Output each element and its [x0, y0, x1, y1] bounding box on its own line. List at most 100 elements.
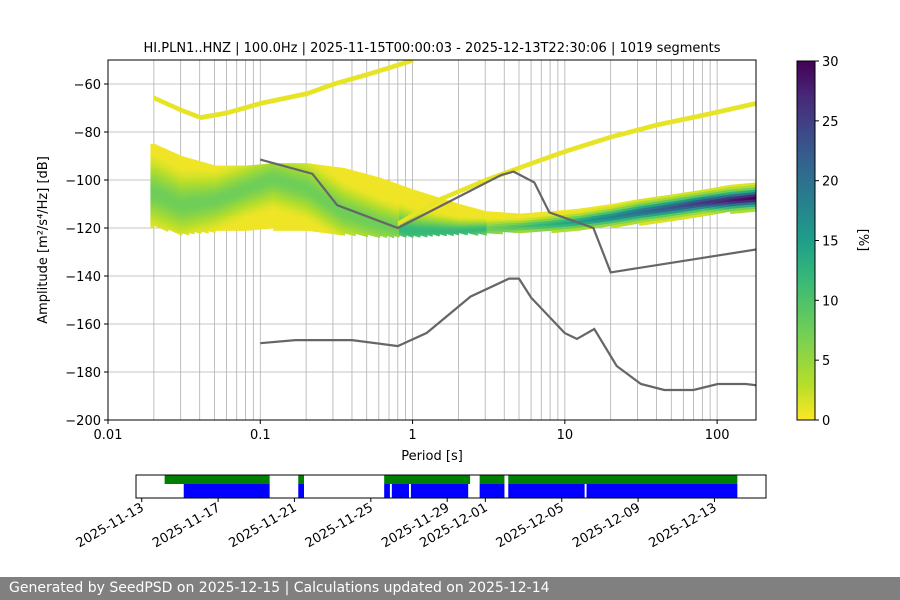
- heatmap-cell: [199, 209, 202, 213]
- heatmap-cell: [174, 177, 178, 181]
- heatmap-cell: [294, 192, 297, 195]
- heatmap-cell: [493, 226, 496, 229]
- heatmap-cell: [199, 194, 202, 198]
- heatmap-cell: [362, 182, 365, 186]
- heatmap-cell: [220, 213, 223, 217]
- heatmap-cell: [259, 169, 262, 172]
- heatmap-cell: [274, 189, 277, 193]
- heatmap-cell: [364, 176, 367, 179]
- heatmap-cell: [159, 211, 162, 214]
- heatmap-cell: [406, 228, 409, 231]
- heatmap-cell: [329, 221, 332, 225]
- heatmap-cell: [460, 226, 463, 229]
- heatmap-cell: [171, 161, 174, 165]
- heatmap-cell: [297, 165, 300, 169]
- heatmap-cell: [190, 202, 193, 205]
- heatmap-cell: [329, 190, 332, 193]
- heatmap-cell: [413, 232, 416, 236]
- heatmap-cell: [336, 219, 339, 223]
- heatmap-cell: [301, 206, 304, 210]
- heatmap-cell: [206, 177, 209, 181]
- heatmap-cell: [453, 231, 456, 235]
- heatmap-cell: [243, 216, 246, 219]
- heatmap-cell: [511, 217, 514, 221]
- heatmap-cell: [374, 222, 377, 225]
- heatmap-cell: [260, 173, 263, 177]
- heatmap-cell: [188, 170, 192, 174]
- heatmap-cell: [336, 169, 339, 173]
- heatmap-cell: [297, 201, 300, 205]
- heatmap-cell: [183, 171, 186, 175]
- heatmap-cell: [481, 222, 484, 225]
- heatmap-cell: [348, 183, 351, 187]
- heatmap-cell: [257, 176, 260, 180]
- heatmap-cell: [348, 188, 351, 192]
- heatmap-cell: [393, 230, 397, 234]
- heatmap-cell: [208, 166, 211, 170]
- heatmap-cell: [462, 217, 465, 220]
- heatmap-cell: [339, 217, 342, 221]
- heatmap-cell: [188, 211, 192, 214]
- heatmap-cell: [187, 165, 190, 168]
- heatmap-cell: [202, 162, 206, 166]
- heatmap-cell: [327, 175, 330, 179]
- heatmap-cell: [420, 218, 423, 222]
- heatmap-cell: [462, 226, 465, 230]
- heatmap-cell: [304, 225, 307, 229]
- heatmap-cell: [393, 192, 397, 196]
- heatmap-cell: [309, 228, 312, 232]
- heatmap-cell: [152, 146, 155, 150]
- heatmap-cell: [187, 225, 190, 228]
- heatmap-cell: [211, 172, 214, 175]
- heatmap-cell: [355, 183, 358, 187]
- heatmap-cell: [365, 231, 368, 235]
- heatmap-cell: [273, 189, 276, 193]
- heatmap-cell: [304, 184, 307, 188]
- heatmap-cell: [376, 205, 379, 209]
- heatmap-cell: [295, 184, 298, 188]
- heatmap-cell: [397, 232, 400, 235]
- heatmap-cell: [252, 167, 255, 171]
- heatmap-cell: [355, 216, 358, 220]
- heatmap-cell: [385, 187, 388, 190]
- heatmap-cell: [351, 187, 354, 190]
- heatmap-cell: [152, 153, 155, 157]
- heatmap-cell: [262, 183, 265, 187]
- heatmap-cell: [323, 165, 326, 169]
- heatmap-cell: [236, 194, 239, 198]
- heatmap-cell: [238, 194, 241, 198]
- heatmap-cell: [379, 182, 383, 186]
- heatmap-cell: [434, 225, 437, 228]
- heatmap-cell: [425, 210, 428, 214]
- heatmap-cell: [402, 198, 405, 201]
- heatmap-cell: [355, 180, 358, 184]
- heatmap-cell: [521, 215, 524, 219]
- heatmap-cell: [404, 234, 407, 238]
- heatmap-cell: [362, 187, 365, 191]
- heatmap-cell: [183, 197, 186, 201]
- heatmap-cell: [257, 186, 260, 189]
- heatmap-cell: [374, 226, 377, 230]
- heatmap-cell: [311, 180, 314, 184]
- heatmap-cell: [320, 165, 323, 168]
- heatmap-cell: [323, 191, 326, 195]
- heatmap-cell: [336, 217, 339, 221]
- heatmap-cell: [169, 160, 172, 164]
- heatmap-cell: [276, 165, 279, 169]
- heatmap-cell: [495, 228, 498, 232]
- heatmap-cell: [365, 217, 368, 221]
- heatmap-cell: [381, 226, 384, 230]
- heatmap-cell: [260, 193, 263, 196]
- heatmap-cell: [467, 208, 470, 212]
- heatmap-cell: [267, 218, 270, 222]
- heatmap-cell: [308, 197, 311, 200]
- heatmap-cell: [211, 224, 214, 228]
- heatmap-cell: [318, 212, 321, 216]
- heatmap-cell: [185, 166, 188, 170]
- heatmap-cell: [155, 149, 158, 153]
- chart-title: HI.PLN1..HNZ | 100.0Hz | 2025-11-15T00:0…: [144, 41, 721, 56]
- heatmap-cell: [199, 175, 202, 179]
- heatmap-cell: [421, 192, 425, 196]
- heatmap-cell: [243, 211, 246, 214]
- heatmap-cell: [245, 218, 248, 222]
